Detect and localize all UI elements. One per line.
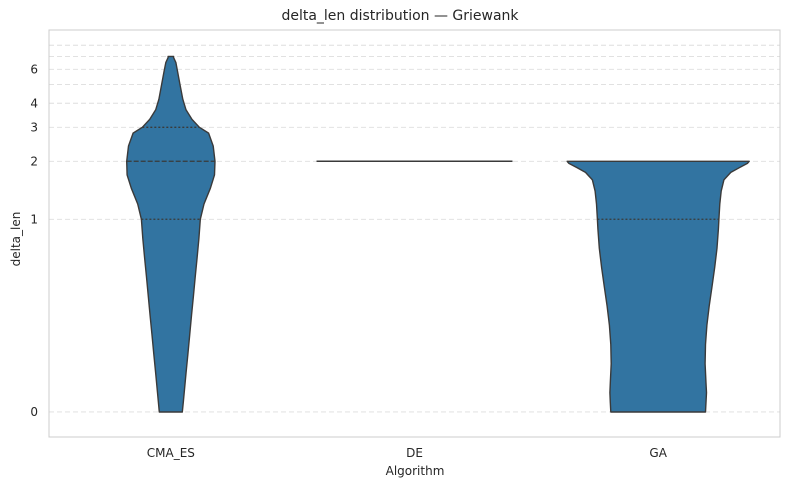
y-axis-label: delta_len xyxy=(9,212,23,267)
y-tick-label: 2 xyxy=(30,154,38,168)
x-tick-label: DE xyxy=(406,446,423,460)
y-tick-label: 1 xyxy=(30,212,38,226)
violin-ga xyxy=(566,160,750,413)
y-tick-label: 4 xyxy=(30,96,38,110)
x-tick-labels: CMA_ES DE GA xyxy=(147,446,668,460)
y-tick-labels: 0 1 2 3 4 6 xyxy=(30,62,38,419)
y-tick-label: 6 xyxy=(30,62,38,76)
violin-cma_es xyxy=(126,55,216,413)
y-tick-label: 3 xyxy=(30,120,38,134)
violins xyxy=(126,55,750,413)
chart-title: delta_len distribution — Griewank xyxy=(281,8,519,24)
y-tick-label: 0 xyxy=(30,405,38,419)
x-axis-label: Algorithm xyxy=(386,464,445,478)
x-tick-label: GA xyxy=(649,446,667,460)
x-tick-label: CMA_ES xyxy=(147,446,195,460)
plot-frame xyxy=(48,29,781,438)
